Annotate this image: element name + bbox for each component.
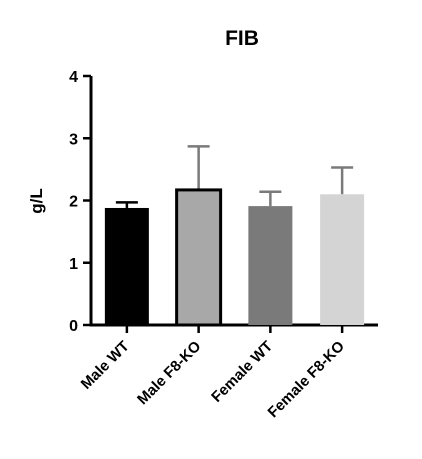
chart-title: FIB	[225, 27, 259, 50]
y-tick-label: 1	[69, 256, 78, 273]
bars	[104, 188, 365, 327]
bar	[175, 188, 223, 327]
error-bars	[115, 145, 354, 208]
y-tick-label: 2	[69, 194, 78, 211]
category-label: Male F8-KO	[134, 338, 205, 409]
y-tick-label: 4	[69, 69, 78, 86]
category-label: Female WT	[208, 338, 276, 406]
category-label: Male WT	[78, 338, 133, 393]
bar	[248, 206, 293, 325]
bar	[320, 194, 365, 325]
y-tick-label: 3	[69, 131, 78, 148]
category-label: Female F8-KO	[265, 338, 349, 422]
y-axis-label: g/L	[27, 188, 46, 214]
bar	[104, 207, 149, 325]
y-axis: 0 1 2 3 4	[69, 69, 93, 335]
y-tick-label: 0	[69, 318, 78, 335]
x-axis	[89, 323, 378, 333]
